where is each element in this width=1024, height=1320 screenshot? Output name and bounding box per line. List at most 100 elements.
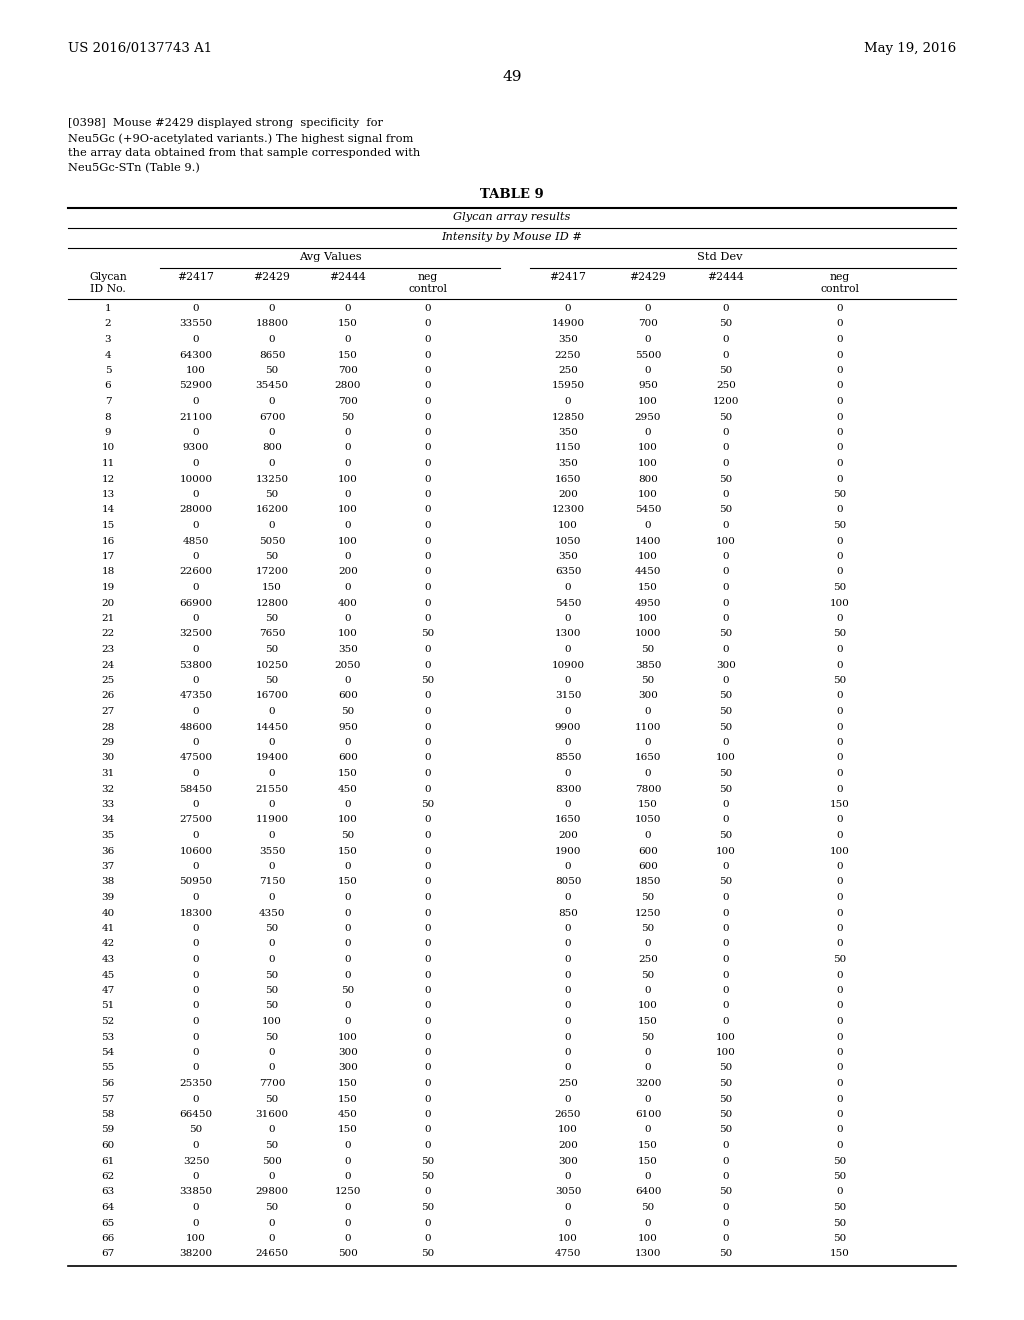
Text: 0: 0 xyxy=(723,954,729,964)
Text: 0: 0 xyxy=(193,1172,200,1181)
Text: 0: 0 xyxy=(193,894,200,902)
Text: 67: 67 xyxy=(101,1250,115,1258)
Text: 0: 0 xyxy=(837,924,844,933)
Text: 0: 0 xyxy=(425,738,431,747)
Text: 50: 50 xyxy=(265,1094,279,1104)
Text: 58: 58 xyxy=(101,1110,115,1119)
Text: 150: 150 xyxy=(338,846,358,855)
Text: 4750: 4750 xyxy=(555,1250,582,1258)
Text: 8300: 8300 xyxy=(555,784,582,793)
Text: 0: 0 xyxy=(837,536,844,545)
Text: 50: 50 xyxy=(834,521,847,531)
Text: 0: 0 xyxy=(837,614,844,623)
Text: 0: 0 xyxy=(425,1218,431,1228)
Text: 0: 0 xyxy=(425,412,431,421)
Text: 0: 0 xyxy=(425,1064,431,1072)
Text: 150: 150 xyxy=(638,1140,658,1150)
Text: 50: 50 xyxy=(341,412,354,421)
Text: 150: 150 xyxy=(338,1078,358,1088)
Text: 50: 50 xyxy=(421,800,434,809)
Text: 800: 800 xyxy=(262,444,282,453)
Text: 0: 0 xyxy=(268,1064,275,1072)
Text: 10000: 10000 xyxy=(179,474,213,483)
Text: 1150: 1150 xyxy=(555,444,582,453)
Text: 100: 100 xyxy=(638,1234,658,1243)
Text: 50: 50 xyxy=(265,614,279,623)
Text: 5500: 5500 xyxy=(635,351,662,359)
Text: 250: 250 xyxy=(716,381,736,391)
Text: 60: 60 xyxy=(101,1140,115,1150)
Text: 50: 50 xyxy=(720,506,732,515)
Text: 0: 0 xyxy=(645,521,651,531)
Text: 50: 50 xyxy=(265,1140,279,1150)
Text: 0: 0 xyxy=(723,908,729,917)
Text: 0: 0 xyxy=(345,940,351,949)
Text: 0: 0 xyxy=(193,800,200,809)
Text: 62: 62 xyxy=(101,1172,115,1181)
Text: 0: 0 xyxy=(425,428,431,437)
Text: 100: 100 xyxy=(638,490,658,499)
Text: 100: 100 xyxy=(558,1126,578,1134)
Text: 0: 0 xyxy=(193,770,200,777)
Text: 0: 0 xyxy=(723,1156,729,1166)
Text: 27: 27 xyxy=(101,708,115,715)
Text: 100: 100 xyxy=(338,630,358,639)
Text: 0: 0 xyxy=(837,970,844,979)
Text: 31600: 31600 xyxy=(255,1110,289,1119)
Text: 0: 0 xyxy=(425,1016,431,1026)
Text: 50950: 50950 xyxy=(179,878,213,887)
Text: 65: 65 xyxy=(101,1218,115,1228)
Text: 0: 0 xyxy=(193,521,200,531)
Text: 0: 0 xyxy=(837,1016,844,1026)
Text: 52900: 52900 xyxy=(179,381,213,391)
Text: 0: 0 xyxy=(425,304,431,313)
Text: 50: 50 xyxy=(265,986,279,995)
Text: 0: 0 xyxy=(345,676,351,685)
Text: 1650: 1650 xyxy=(555,816,582,825)
Text: 0: 0 xyxy=(425,583,431,591)
Text: 0: 0 xyxy=(837,894,844,902)
Text: 0: 0 xyxy=(425,754,431,763)
Text: 0: 0 xyxy=(425,924,431,933)
Text: 0: 0 xyxy=(425,381,431,391)
Text: 0: 0 xyxy=(268,335,275,345)
Text: 50: 50 xyxy=(834,630,847,639)
Text: 0: 0 xyxy=(564,1032,571,1041)
Text: 0: 0 xyxy=(425,708,431,715)
Text: 0: 0 xyxy=(425,1234,431,1243)
Text: 0: 0 xyxy=(837,816,844,825)
Text: 1: 1 xyxy=(104,304,112,313)
Text: 0: 0 xyxy=(564,1016,571,1026)
Text: 28: 28 xyxy=(101,722,115,731)
Text: 50: 50 xyxy=(720,770,732,777)
Text: 0: 0 xyxy=(425,784,431,793)
Text: 200: 200 xyxy=(558,1140,578,1150)
Text: 50: 50 xyxy=(720,319,732,329)
Text: 100: 100 xyxy=(338,506,358,515)
Text: 0: 0 xyxy=(645,738,651,747)
Text: 53: 53 xyxy=(101,1032,115,1041)
Text: 0: 0 xyxy=(268,521,275,531)
Text: 0: 0 xyxy=(345,908,351,917)
Text: 39: 39 xyxy=(101,894,115,902)
Text: 0: 0 xyxy=(837,1140,844,1150)
Text: 0: 0 xyxy=(723,645,729,653)
Text: 0: 0 xyxy=(193,614,200,623)
Text: 45: 45 xyxy=(101,970,115,979)
Text: 150: 150 xyxy=(338,1094,358,1104)
Text: 0: 0 xyxy=(723,459,729,469)
Text: 26: 26 xyxy=(101,692,115,701)
Text: 6350: 6350 xyxy=(555,568,582,577)
Text: 0: 0 xyxy=(345,583,351,591)
Text: 18800: 18800 xyxy=(255,319,289,329)
Text: 7150: 7150 xyxy=(259,878,286,887)
Text: 350: 350 xyxy=(558,552,578,561)
Text: 100: 100 xyxy=(638,614,658,623)
Text: 0: 0 xyxy=(837,692,844,701)
Text: 0: 0 xyxy=(193,490,200,499)
Text: 0: 0 xyxy=(425,614,431,623)
Text: 250: 250 xyxy=(558,1078,578,1088)
Text: 9: 9 xyxy=(104,428,112,437)
Text: 0: 0 xyxy=(268,954,275,964)
Text: 0: 0 xyxy=(837,784,844,793)
